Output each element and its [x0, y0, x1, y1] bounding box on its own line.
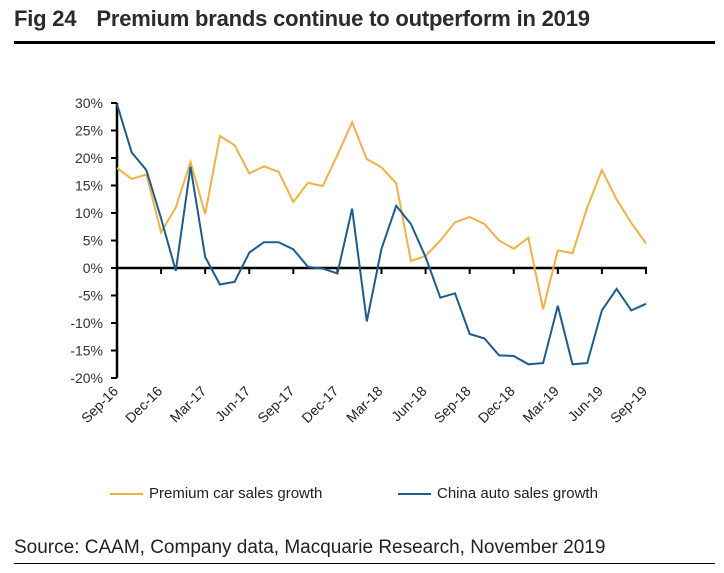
y-tick-label: 25%: [75, 123, 103, 139]
y-tick-label: -20%: [70, 370, 103, 386]
y-tick-label: 30%: [75, 95, 103, 111]
x-tick-label: Sep-16: [78, 383, 121, 426]
x-tick-label: Mar-17: [167, 383, 210, 426]
title-divider: [14, 41, 715, 44]
y-tick-label: 0%: [83, 260, 103, 276]
figure-number: Fig 24: [14, 6, 77, 31]
x-axis: Sep-16 Dec-16 Mar-17 Jun-17 Sep-17 Dec-17 Mar-…: [78, 266, 650, 426]
y-tick-label: -15%: [70, 343, 103, 359]
y-tick-label: 15%: [75, 178, 103, 194]
source-divider: [14, 563, 715, 564]
x-tick-label: Dec-18: [475, 383, 518, 426]
y-tick-label: 5%: [83, 233, 103, 249]
y-axis: 30% 25% 20% 15% 10% 5% 0% -5% -10% -15% -20%: [70, 95, 119, 386]
x-tick-label: Mar-18: [343, 383, 386, 426]
x-tick-label: Jun-19: [564, 383, 606, 425]
x-tick-label: Sep-18: [431, 383, 474, 426]
legend-swatch-premium: [110, 492, 143, 495]
x-tick-label: Dec-17: [298, 383, 341, 426]
legend-swatch-china: [398, 492, 431, 495]
series-lines: [116, 103, 647, 366]
legend-label-premium: Premium car sales growth: [149, 485, 323, 502]
legend-item-premium: Premium car sales growth: [110, 485, 322, 502]
series-line-china-auto-sales: [116, 103, 647, 366]
x-tick-label: Jun-18: [388, 383, 430, 425]
x-tick-label: Dec-16: [122, 383, 165, 426]
legend-item-china: China auto sales growth: [398, 485, 598, 502]
x-tick-label: Sep-19: [607, 383, 650, 426]
y-tick-label: 10%: [75, 205, 103, 221]
line-chart: 30% 25% 20% 15% 10% 5% 0% -5% -10% -15% -20% Sep-1…: [70, 95, 650, 426]
y-tick-label: -5%: [78, 288, 103, 304]
figure-title: Fig 24 Premium brands continue to outperf…: [14, 6, 590, 32]
y-tick-label: 20%: [75, 150, 103, 166]
x-tick-label: Mar-19: [519, 383, 562, 426]
figure-title-text: Premium brands continue to outperform in…: [96, 6, 590, 31]
y-tick-label: -10%: [70, 315, 103, 331]
x-tick-label: Sep-17: [254, 383, 297, 426]
series-line-premium-car-sales: [116, 119, 647, 310]
x-tick-label: Jun-17: [212, 383, 254, 425]
legend-label-china: China auto sales growth: [437, 485, 598, 502]
source-note: Source: CAAM, Company data, Macquarie Re…: [14, 537, 606, 558]
